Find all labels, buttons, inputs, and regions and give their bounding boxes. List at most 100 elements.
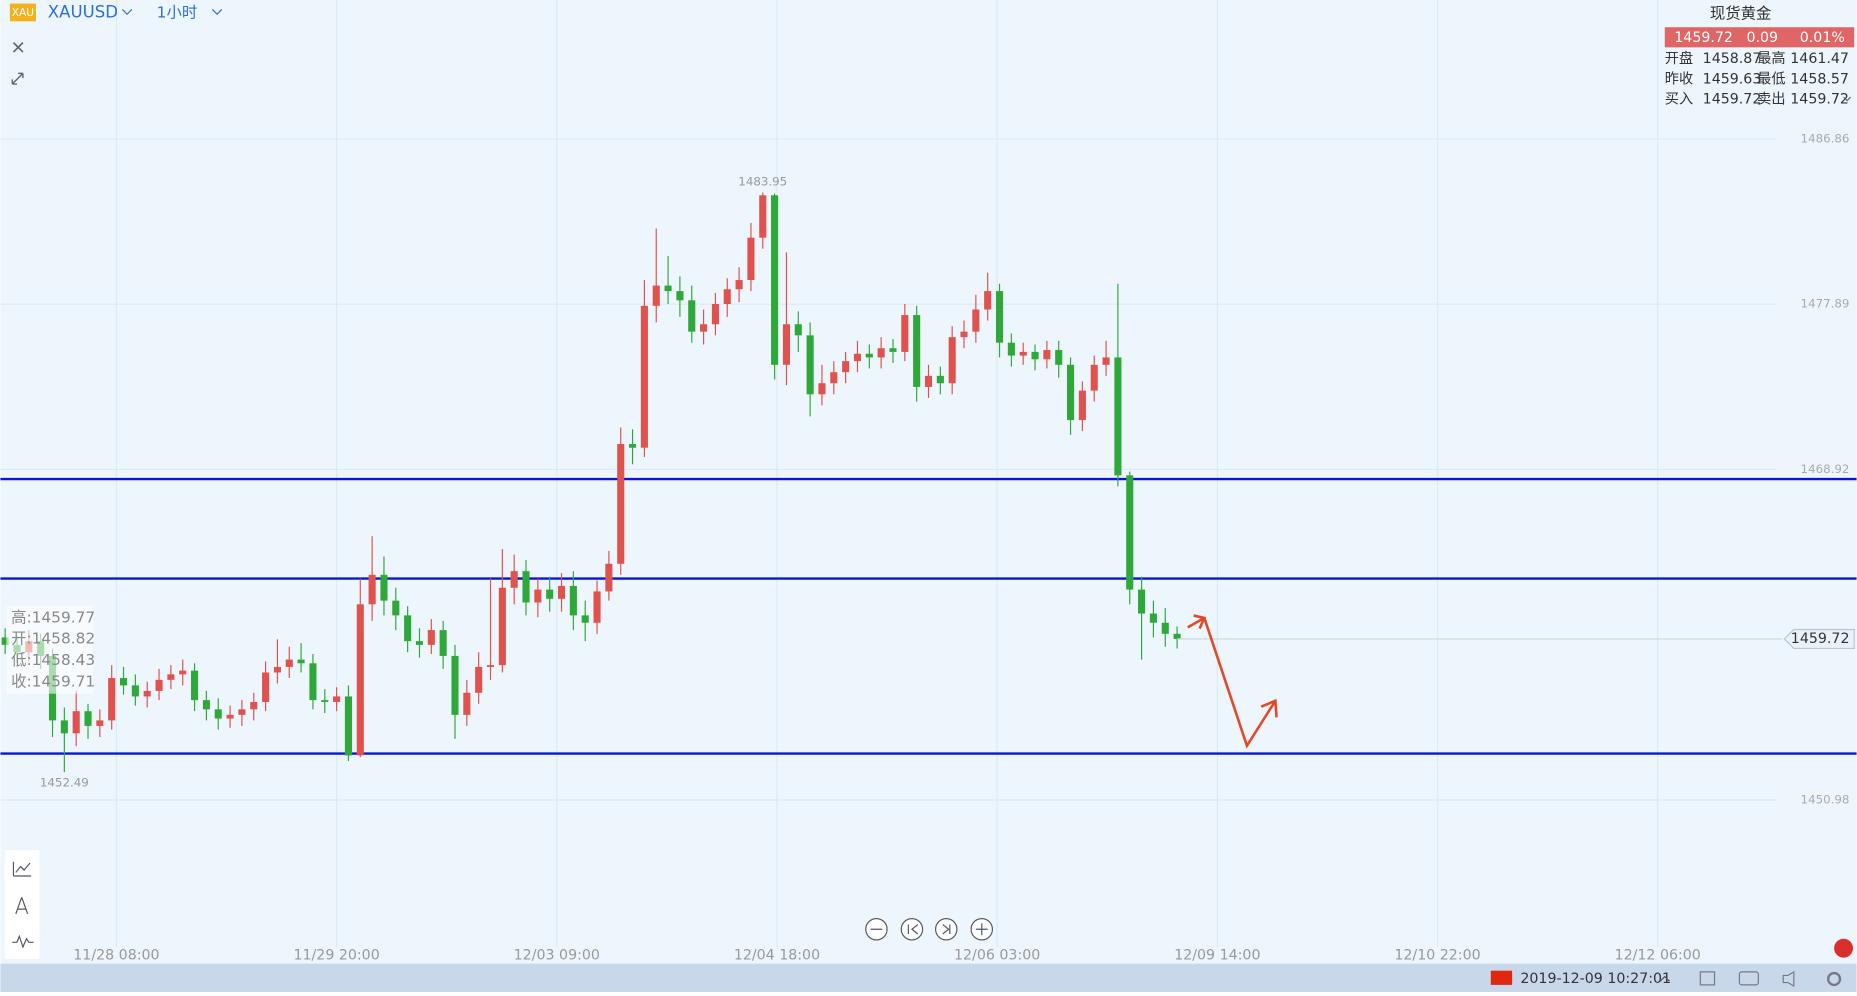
candle-body	[782, 324, 790, 365]
candle-body	[415, 641, 424, 645]
candle-body	[214, 709, 222, 719]
candle-body	[913, 315, 921, 387]
candle-body	[344, 696, 353, 756]
x-tick-label: 12/04 18:00	[734, 947, 820, 963]
collapse-button[interactable]	[11, 72, 24, 85]
y-tick-label: 1486.86	[1801, 131, 1850, 145]
candle-body	[853, 353, 862, 362]
candle-body	[309, 663, 317, 701]
candle-body	[179, 670, 187, 675]
candle-body	[629, 444, 637, 448]
candle-body	[60, 720, 68, 734]
candle-body	[427, 630, 435, 645]
candle-body	[155, 679, 163, 691]
candle-body	[617, 444, 625, 564]
alert-icon[interactable]	[1834, 938, 1854, 958]
symbol-logo	[9, 3, 36, 22]
candle-body	[498, 587, 506, 666]
axes: 1450.98 1468.92 1477.89 1486.86 11/28 08:00 1…	[40, 131, 1855, 963]
candle-body	[889, 348, 897, 352]
candle-body	[1019, 351, 1027, 356]
symbol[interactable]: XAUUSD	[48, 3, 118, 22]
x-tick-label: 12/12 06:00	[1615, 947, 1701, 963]
dropdown-icon[interactable]	[121, 9, 133, 16]
x-tick-label: 11/29 20:00	[293, 947, 379, 963]
candle-body	[759, 195, 767, 238]
candle-body	[901, 315, 909, 352]
quote-panel: 现货黄金 1459.72 0.09 0.01% 开盘 1458.87 最高 14…	[1664, 5, 1855, 107]
window-icon[interactable]	[1699, 971, 1716, 986]
ohlc-open: 开:1458.82	[11, 630, 95, 648]
candle-body	[676, 291, 684, 301]
candle-body	[1043, 350, 1051, 360]
high-annotation: 1483.95	[738, 174, 787, 188]
candle-body	[404, 615, 412, 642]
candle-body	[877, 348, 885, 358]
candle-body	[167, 674, 175, 680]
candle-body	[924, 375, 933, 387]
candle-body	[285, 659, 293, 667]
ohlc-high: 高:1459.77	[11, 608, 95, 626]
candle-body	[1031, 351, 1039, 360]
candle-body	[1067, 364, 1075, 421]
quote-label: 最高	[1757, 50, 1785, 67]
candle-body	[356, 604, 364, 756]
candle-body	[131, 685, 139, 697]
candle-body	[818, 383, 826, 395]
last-price-label: 1459.72	[1791, 631, 1850, 647]
quote-price-box	[1664, 27, 1855, 48]
close-button[interactable]	[12, 42, 24, 53]
candle-body	[605, 563, 613, 592]
camera-icon[interactable]	[1738, 971, 1759, 986]
dropdown-icon[interactable]	[211, 9, 223, 16]
candle-body	[652, 285, 660, 306]
candle-body	[368, 574, 376, 605]
drawn-arrows	[1187, 614, 1278, 749]
candle-body	[439, 630, 447, 656]
quote-value: 1459.63	[1703, 71, 1762, 87]
ohlc-low: 低:1458.43	[11, 651, 95, 669]
candle-body	[262, 672, 270, 702]
candle-body	[842, 361, 850, 373]
draw-tool[interactable]	[15, 897, 29, 915]
go-end[interactable]	[935, 918, 958, 941]
candle-body	[1173, 633, 1181, 639]
status-expand[interactable]	[1659, 975, 1670, 982]
ohlc-close: 收:1459.71	[11, 672, 95, 690]
quote-value: 1459.72	[1703, 91, 1762, 107]
candle-body	[522, 571, 530, 603]
candle-body	[380, 574, 388, 601]
x-tick-label: 12/06 03:00	[954, 947, 1040, 963]
candle-body	[984, 291, 992, 310]
candle-body	[806, 335, 814, 395]
candle-body	[936, 375, 944, 384]
quote-label: 开盘	[1665, 50, 1693, 67]
expand-icon[interactable]	[1843, 96, 1852, 102]
sound-icon[interactable]	[1782, 970, 1795, 988]
quote-price: 1459.72	[1674, 30, 1733, 46]
low-annotation: 1452.49	[40, 775, 89, 789]
candle-body	[119, 678, 128, 686]
candle-body	[664, 285, 672, 292]
x-tick-label: 12/09 14:00	[1174, 947, 1260, 963]
quote-value: 1459.72	[1790, 91, 1849, 107]
nav-buttons	[865, 918, 994, 941]
quote-label: 买入	[1665, 91, 1693, 107]
candle-body	[250, 701, 258, 710]
candle-body	[534, 589, 542, 603]
candle-body	[486, 665, 495, 667]
candle-body	[960, 331, 968, 338]
candle-body	[1114, 357, 1122, 476]
quote-title: 现货黄金	[1710, 5, 1772, 23]
interval[interactable]: 1小时	[157, 4, 198, 22]
candle-body	[1138, 589, 1146, 614]
symbol-logo-text: XAU	[12, 6, 34, 19]
candle-body	[392, 600, 400, 616]
candle-body	[451, 655, 459, 715]
wave-tool[interactable]	[12, 934, 34, 949]
y-tick-label: 1468.92	[1801, 462, 1850, 476]
indicator-tool[interactable]	[12, 861, 32, 877]
y-tick-label: 1450.98	[1801, 792, 1850, 806]
settings-icon[interactable]	[1826, 971, 1842, 987]
